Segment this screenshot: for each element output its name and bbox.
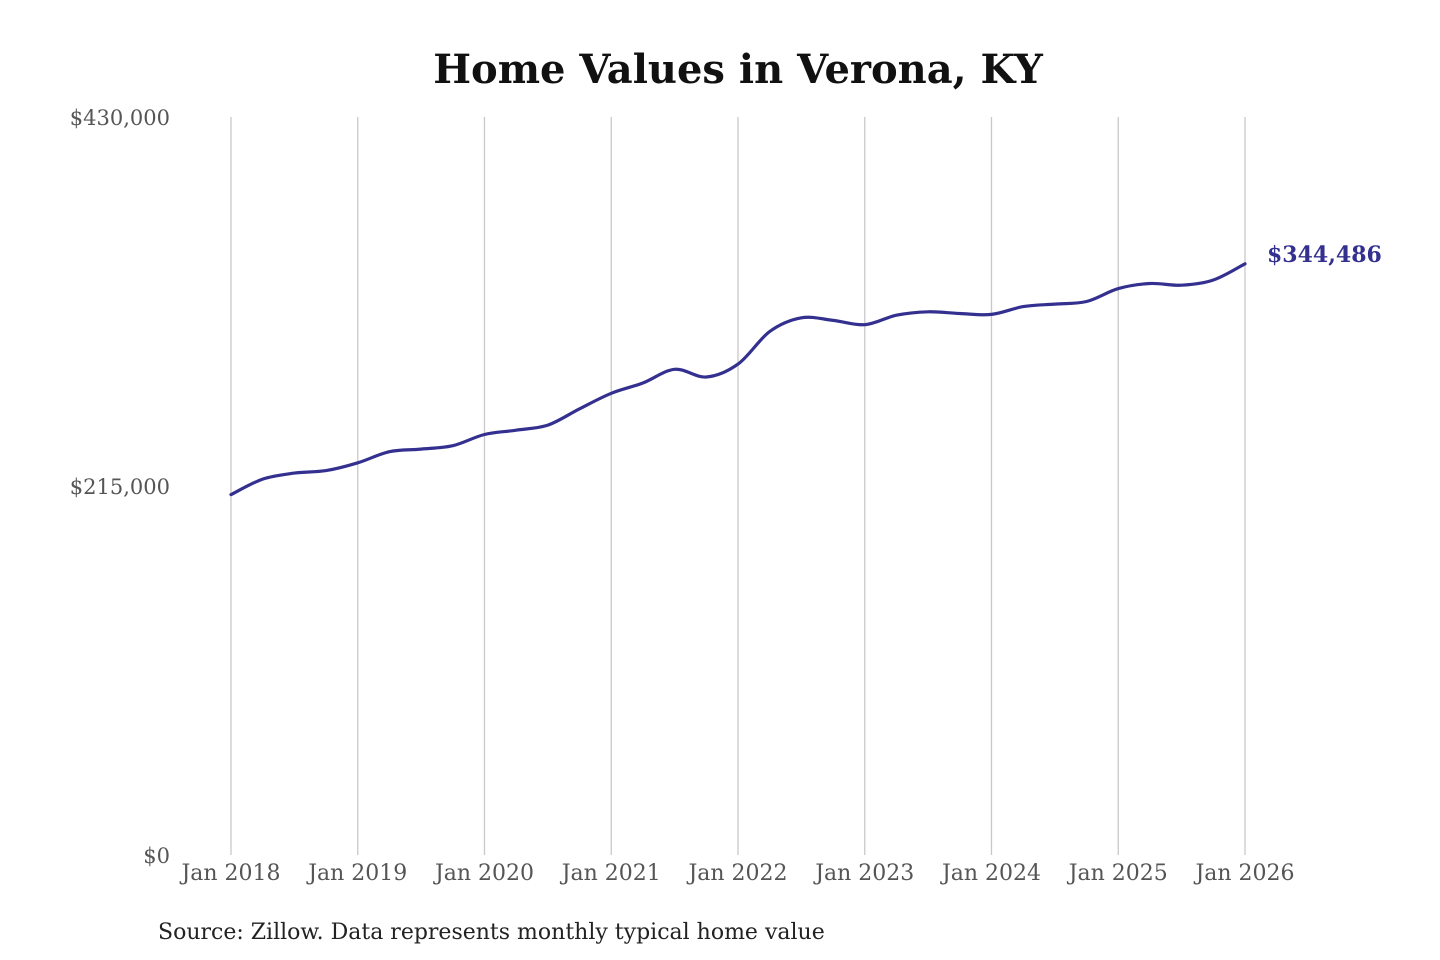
x-tick-label: Jan 2024: [940, 861, 1041, 886]
x-tick-label: Jan 2018: [179, 861, 280, 886]
y-tick-label: $215,000: [70, 475, 170, 499]
end-value-label: $344,486: [1267, 242, 1382, 268]
x-tick-label: Jan 2022: [686, 861, 787, 886]
x-tick-label: Jan 2020: [433, 861, 534, 886]
y-tick-label: $0: [143, 844, 170, 868]
y-tick-label: $430,000: [70, 106, 170, 130]
x-tick-label: Jan 2023: [813, 861, 914, 886]
series-line: [229, 262, 1247, 497]
y-axis-ticks: $0 $215,000 $430,000: [70, 106, 170, 868]
x-axis-ticks: Jan 2018 Jan 2019 Jan 2020 Jan 2021 Jan 2022…: [179, 861, 1294, 886]
source-note: Source: Zillow. Data represents monthly …: [158, 920, 825, 945]
x-tick-label: Jan 2021: [560, 861, 661, 886]
chart-title: Home Values in Verona, KY: [433, 46, 1043, 93]
x-tick-label: Jan 2026: [1193, 861, 1294, 886]
gridlines: [230, 117, 1246, 855]
x-tick-label: Jan 2025: [1067, 861, 1168, 886]
x-tick-label: Jan 2019: [306, 861, 407, 886]
